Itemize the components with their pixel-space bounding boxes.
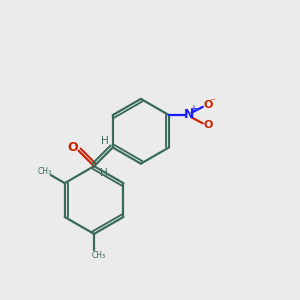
Text: CH₃: CH₃	[37, 167, 51, 176]
Text: +: +	[189, 104, 197, 114]
Text: N: N	[184, 108, 194, 121]
Text: ⁻: ⁻	[209, 97, 215, 107]
Text: O: O	[203, 120, 212, 130]
Text: O: O	[203, 100, 212, 110]
Text: H: H	[101, 136, 109, 146]
Text: CH₃: CH₃	[92, 251, 106, 260]
Text: H: H	[100, 168, 107, 178]
Text: O: O	[68, 141, 79, 154]
